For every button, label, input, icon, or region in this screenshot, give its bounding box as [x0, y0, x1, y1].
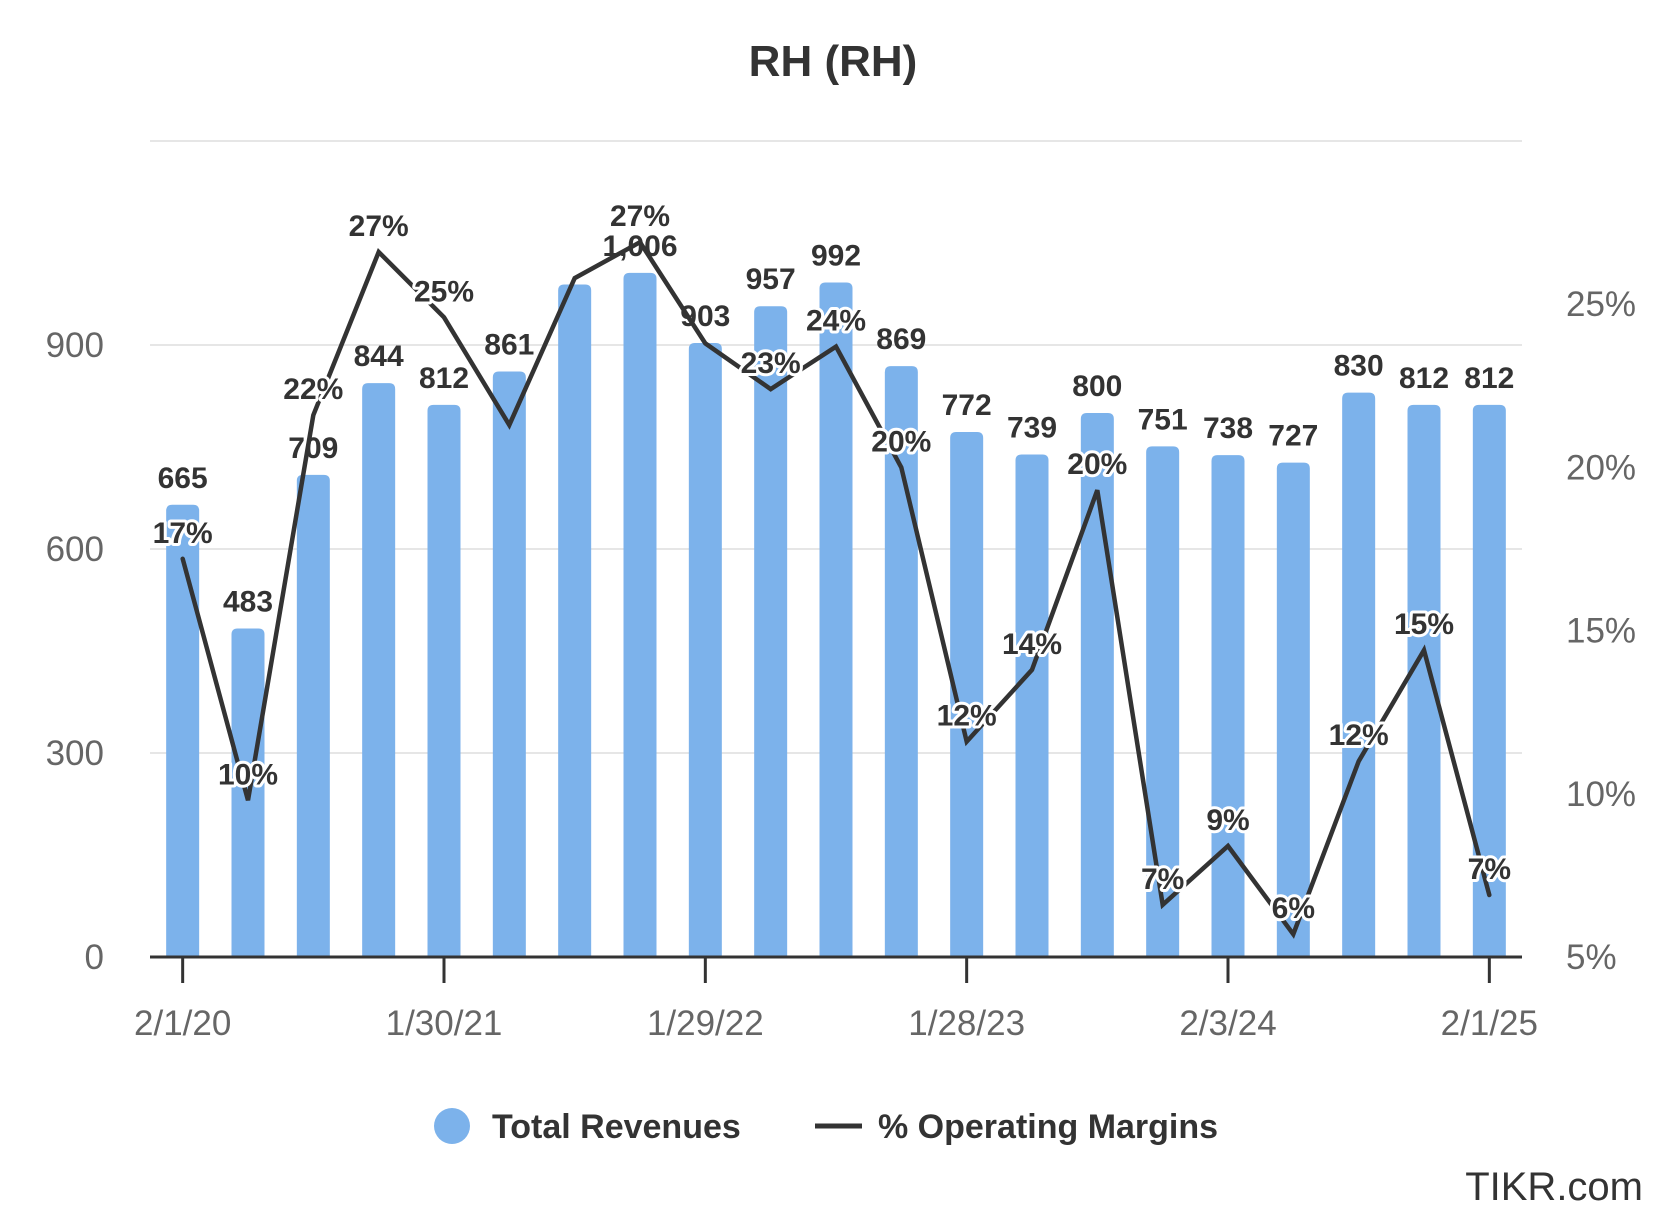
left-axis: 0 300 600 900 [46, 326, 104, 977]
revenue-bar [1015, 454, 1049, 957]
right-axis-tick-label: 10% [1566, 775, 1636, 814]
credit-watermark: TIKR.com [1465, 1165, 1643, 1209]
chart-title: RH (RH) [749, 37, 918, 86]
margin-value-label: 20% [1067, 448, 1127, 481]
margin-value-label: 24% [806, 305, 866, 338]
revenue-value-label: 727 [1268, 420, 1318, 453]
revenue-bar [623, 272, 657, 957]
revenue-bar [427, 404, 461, 958]
revenue-value-label: 772 [942, 389, 992, 422]
revenue-bar [166, 504, 200, 957]
left-axis-tick-label: 900 [46, 326, 104, 365]
legend-revenue-swatch [434, 1108, 470, 1144]
margin-value-label: 27% [349, 210, 409, 243]
revenue-value-label: 483 [223, 586, 273, 619]
x-axis-tick-label: 1/30/21 [386, 1004, 503, 1043]
right-axis: 5% 10% 15% 20% 25% [1566, 285, 1636, 977]
revenue-value-label: 812 [419, 362, 469, 395]
legend: Total Revenues % Operating Margins [434, 1108, 1218, 1146]
revenue-bar [492, 371, 526, 957]
revenue-value-label: 751 [1138, 403, 1188, 436]
legend-revenue-label[interactable]: Total Revenues [492, 1108, 741, 1146]
left-axis-tick-label: 0 [85, 938, 104, 977]
revenue-bar [1342, 392, 1376, 958]
revenue-value-label: 903 [680, 300, 730, 333]
revenue-bar [558, 284, 592, 958]
margin-value-label: 27% [610, 200, 670, 233]
x-axis-tick-label: 2/3/24 [1179, 1004, 1276, 1043]
margin-value-label: 6% [1272, 892, 1315, 925]
revenue-value-label: 992 [811, 239, 861, 272]
margin-line-group [180, 239, 1492, 939]
margin-value-label: 22% [283, 373, 343, 406]
revenue-value-label: 869 [876, 323, 926, 356]
revenue-value-label: 830 [1334, 350, 1384, 383]
margin-value-label: 20% [871, 425, 931, 458]
revenue-value-label: 665 [158, 462, 208, 495]
revenue-value-label: 1,006 [602, 230, 677, 263]
margin-value-label: 9% [1206, 804, 1249, 837]
revenue-bar [1472, 404, 1506, 958]
revenue-value-label: 812 [1399, 362, 1449, 395]
revenue-value-label: 709 [288, 432, 338, 465]
margin-value-label: 14% [1002, 628, 1062, 661]
revenue-bar [362, 383, 396, 958]
left-axis-tick-label: 600 [46, 530, 104, 569]
right-axis-tick-label: 15% [1566, 612, 1636, 651]
revenue-bar [296, 474, 330, 957]
margin-value-label: 17% [153, 517, 213, 550]
margin-value-label: 15% [1394, 608, 1454, 641]
revenue-value-label: 738 [1203, 412, 1253, 445]
revenue-value-label: 861 [484, 329, 534, 362]
x-axis-tick-label: 2/1/25 [1441, 1004, 1538, 1043]
margin-value-label: 23% [741, 347, 801, 380]
margin-line [180, 239, 1492, 939]
revenue-bar [884, 366, 918, 958]
revenue-bar [1407, 404, 1441, 958]
legend-margin-label[interactable]: % Operating Margins [878, 1108, 1218, 1146]
margin-value-label: 7% [1468, 853, 1511, 886]
revenue-bar [754, 306, 788, 957]
revenue-value-label: 957 [746, 263, 796, 296]
revenue-value-label: 812 [1464, 362, 1514, 395]
revenue-bar [1211, 455, 1245, 957]
margin-value-labels: 17%10%22%27%25%27%23%24%20%12%14%20%7%9%… [150, 197, 1514, 928]
revenue-bar [688, 342, 722, 958]
right-axis-tick-label: 20% [1566, 448, 1636, 487]
revenue-value-label: 739 [1007, 411, 1057, 444]
revenue-bar [950, 432, 984, 957]
x-axis-tick-label: 1/28/23 [908, 1004, 1025, 1043]
revenue-bar [819, 282, 853, 957]
margin-value-label: 7% [1141, 863, 1184, 896]
margin-value-label: 10% [218, 758, 278, 791]
margin-value-label: 12% [937, 700, 997, 733]
left-axis-tick-label: 300 [46, 734, 104, 773]
revenue-bars [166, 272, 1506, 958]
x-axis: 2/1/20 1/30/21 1/29/22 1/28/23 2/3/24 2/1/25 [134, 955, 1538, 1043]
revenue-bar [1276, 462, 1310, 957]
x-axis-tick-label: 2/1/20 [134, 1004, 231, 1043]
revenue-value-label: 800 [1072, 370, 1122, 403]
revenue-value-label: 844 [354, 340, 404, 373]
margin-value-label: 25% [414, 275, 474, 308]
right-axis-tick-label: 25% [1566, 285, 1636, 324]
right-axis-tick-label: 5% [1566, 938, 1617, 977]
revenue-bar [1146, 446, 1180, 957]
x-axis-tick-label: 1/29/22 [647, 1004, 764, 1043]
margin-value-label: 12% [1329, 719, 1389, 752]
revenue-value-labels: 665 483 709 844 812 861 1,006 903 957 992 869 772 73… [158, 230, 1515, 619]
